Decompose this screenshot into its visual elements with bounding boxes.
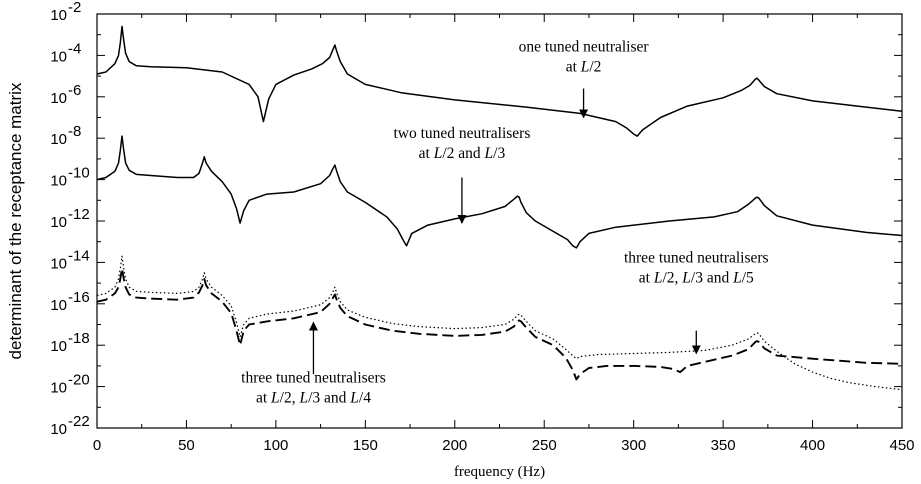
y-tick-label: 10	[50, 380, 67, 397]
x-tick-label: 450	[889, 437, 914, 454]
series-line-2	[96, 135, 903, 249]
y-tick-exponent: -6	[68, 82, 81, 99]
y-axis-title: determinant of the receptance matrix	[6, 82, 25, 359]
annotation-text: at L/2, L/3 and L/5	[639, 269, 754, 286]
x-tick-label: 400	[800, 437, 825, 454]
y-tick-label: 10	[50, 421, 67, 438]
y-tick-exponent: -12	[68, 206, 90, 223]
series-line-1	[96, 25, 903, 137]
x-tick-label: 350	[711, 437, 736, 454]
x-tick-label: 0	[93, 437, 101, 454]
annotation-text: at L/2 and L/3	[419, 145, 506, 162]
y-tick-exponent: -22	[68, 413, 90, 430]
x-tick-label: 300	[621, 437, 646, 454]
y-tick-exponent: -4	[68, 40, 81, 57]
y-tick-exponent: -14	[68, 247, 90, 264]
x-axis-title: frequency (Hz)	[454, 464, 545, 480]
y-tick-exponent: -16	[68, 289, 90, 306]
annotation-text: at L/2	[566, 58, 602, 75]
y-tick-label: 10	[50, 338, 67, 355]
y-tick-label: 10	[50, 255, 67, 272]
y-tick-label: 10	[50, 48, 67, 65]
plot-frame	[96, 13, 903, 429]
x-tick-label: 100	[263, 437, 288, 454]
annotations: one tuned neutraliser at L/2 two tuned neu…	[241, 38, 768, 406]
x-tick-label: 200	[442, 437, 467, 454]
y-tick-label: 10	[50, 7, 67, 24]
annotation-text: three tuned neutralisers	[624, 249, 769, 266]
y-tick-label: 10	[50, 90, 67, 107]
annotation-text: three tuned neutralisers	[241, 369, 386, 386]
annotation-text: at L/2, L/3 and L/4	[256, 389, 371, 406]
y-tick-label: 10	[50, 214, 67, 231]
y-tick-exponent: -2	[68, 0, 81, 16]
series-line-4	[96, 255, 903, 391]
y-tick-exponent: -18	[68, 330, 90, 347]
series-line-3	[96, 267, 903, 381]
annotation-text: one tuned neutraliser	[519, 38, 650, 55]
x-tick-label: 150	[353, 437, 378, 454]
y-tick-exponent: -20	[68, 372, 90, 389]
annotation-text: two tuned neutralisers	[393, 125, 530, 142]
y-tick-label: 10	[50, 173, 67, 190]
axis-ticks	[96, 13, 903, 429]
series-group	[96, 25, 903, 391]
y-tick-exponent: -8	[68, 123, 81, 140]
y-tick-label: 10	[50, 131, 67, 148]
y-tick-exponent: -10	[68, 165, 90, 182]
x-tick-label: 50	[178, 437, 195, 454]
y-tick-label: 10	[50, 297, 67, 314]
x-tick-label: 250	[532, 437, 557, 454]
x-tick-labels: 0 50 100 150 200 250 300 350 400 450	[93, 437, 915, 454]
